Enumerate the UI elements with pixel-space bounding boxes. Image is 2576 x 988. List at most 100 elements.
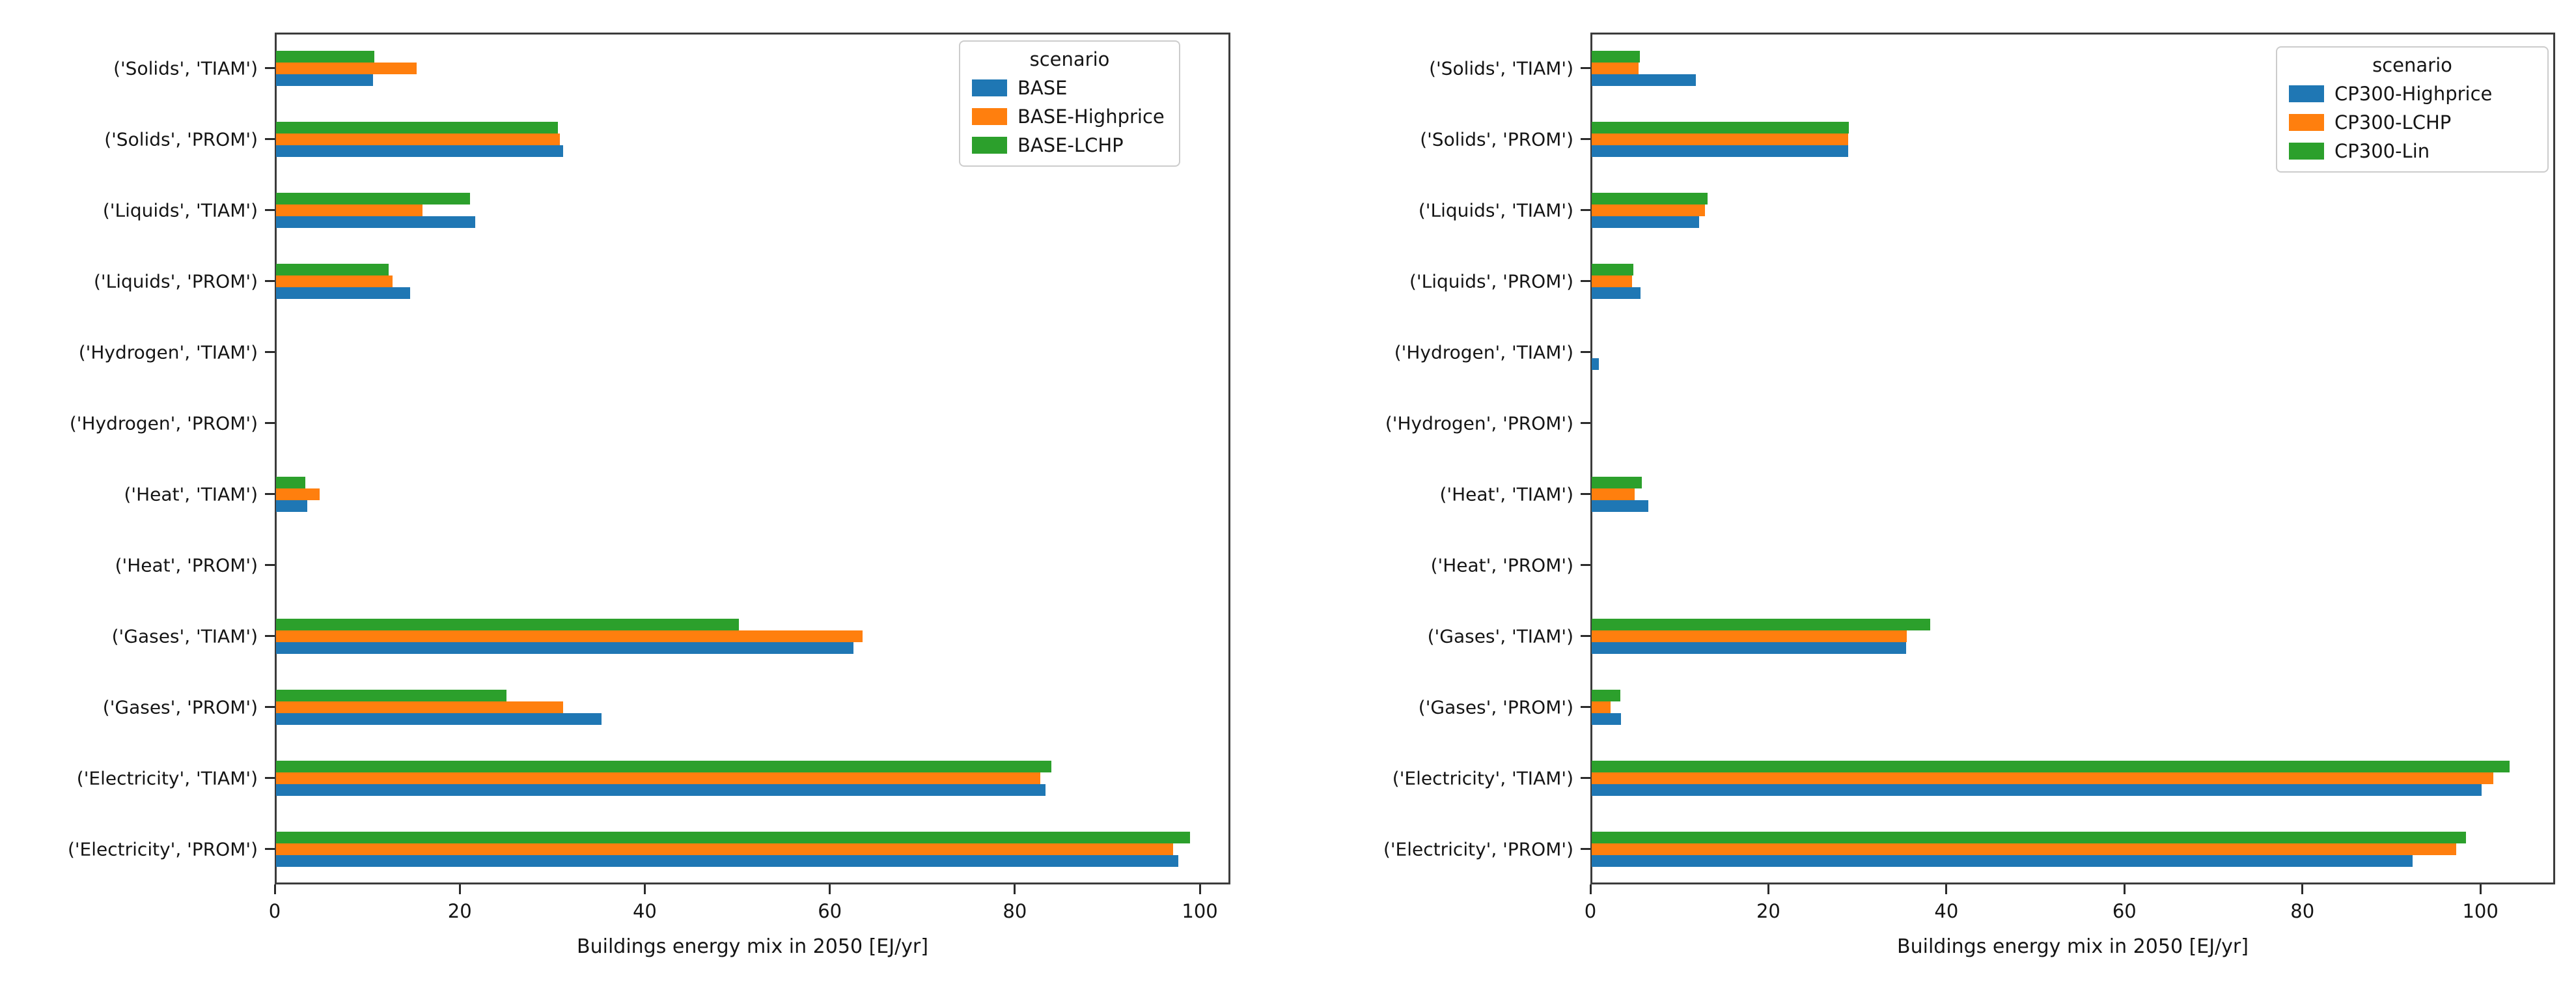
bar-base-6 [276,500,308,512]
y-category-label: ('Liquids', 'PROM') [93,270,258,292]
bar-base-lchp-6 [276,476,306,488]
bar-base-2 [276,216,475,228]
x-axis-title: Buildings energy mix in 2050 [EJ/yr] [577,935,928,958]
legend-entry: CP300-LCHP [2289,111,2536,134]
y-axis-tick [1581,706,1590,708]
y-axis-tick [265,138,275,140]
bar-base-highprice-10 [276,772,1040,784]
bar-base-highprice-11 [276,843,1174,855]
x-axis-tick [458,884,461,894]
bar-cp300-lchp-10 [1592,772,2493,784]
bar-cp300-highprice-3 [1592,287,1641,299]
bar-base-10 [276,783,1046,796]
legend-swatch-icon [2289,114,2324,131]
y-axis-tick [1581,777,1590,779]
y-axis-tick [265,67,275,69]
y-axis-tick [265,635,275,637]
x-axis-tick [1589,884,1592,894]
y-category-label: ('Liquids', 'TIAM') [1418,199,1573,221]
y-category-label: ('Electricity', 'PROM') [1383,838,1573,860]
legend-swatch-icon [972,108,1007,125]
bar-base-0 [276,74,374,86]
bar-cp300-highprice-9 [1592,713,1622,725]
bar-base-highprice-1 [276,133,561,145]
bar-cp300-lin-0 [1592,50,1640,63]
y-axis-tick [1581,351,1590,353]
bar-base-lchp-1 [276,121,559,134]
y-category-label: ('Solids', 'PROM') [1420,128,1573,150]
x-tick-label: 40 [1934,900,1959,922]
y-category-label: ('Solids', 'PROM') [104,128,258,150]
y-axis-tick [265,209,275,211]
bar-cp300-lin-10 [1592,760,2510,772]
legend-title: scenario [2372,54,2452,76]
y-category-label: ('Electricity', 'PROM') [67,838,258,860]
bar-cp300-lchp-1 [1592,133,1848,145]
y-category-label: ('Hydrogen', 'PROM') [69,412,258,434]
y-axis-tick [265,351,275,353]
legend-entry: CP300-Lin [2289,140,2536,162]
bar-cp300-lin-2 [1592,192,1708,205]
bar-cp300-highprice-4 [1592,358,1599,370]
legend-entry-label: CP300-Lin [2334,140,2430,162]
y-category-label: ('Gases', 'TIAM') [1427,625,1573,647]
y-category-label: ('Hydrogen', 'TIAM') [78,341,258,363]
x-tick-label: 20 [1756,900,1780,922]
x-axis-tick [829,884,831,894]
y-category-label: ('Solids', 'TIAM') [113,57,258,79]
legend-box: scenario CP300-Highprice CP300-LCHP CP300-L… [2276,46,2549,173]
legend-entry-label: BASE-LCHP [1018,134,1124,156]
y-axis-tick [1581,209,1590,211]
y-category-label: ('Gases', 'PROM') [102,696,258,718]
bar-cp300-highprice-0 [1592,74,1696,86]
y-axis-tick [1581,422,1590,424]
y-category-label: ('Liquids', 'TIAM') [102,199,258,221]
y-category-label: ('Electricity', 'TIAM') [1392,767,1573,789]
y-category-label: ('Liquids', 'PROM') [1409,270,1573,292]
legend-entry: BASE [972,77,1167,99]
x-tick-label: 20 [447,900,472,922]
y-axis-tick [1581,848,1590,850]
bar-cp300-highprice-8 [1592,642,1906,654]
y-axis-tick [265,777,275,779]
bar-cp300-highprice-6 [1592,500,1649,512]
y-category-label: ('Hydrogen', 'TIAM') [1394,341,1573,363]
bar-base-1 [276,145,563,157]
bar-cp300-lin-11 [1592,831,2466,843]
x-axis-tick [2479,884,2482,894]
x-axis-tick [1945,884,1948,894]
x-axis-title: Buildings energy mix in 2050 [EJ/yr] [1897,935,2249,958]
legend-swatch-icon [2289,143,2324,160]
bar-base-highprice-2 [276,204,422,216]
x-axis-tick [1198,884,1201,894]
legend-swatch-icon [972,79,1007,96]
y-axis-tick [1581,564,1590,566]
plot-area [275,33,1230,884]
x-tick-label: 80 [2290,900,2315,922]
y-axis-tick [265,848,275,850]
legend-entry: BASE-LCHP [972,134,1167,156]
bar-base-8 [276,642,853,654]
bar-base-highprice-6 [276,488,320,500]
bar-base-3 [276,287,411,299]
bar-cp300-lin-8 [1592,618,1930,630]
bar-cp300-highprice-11 [1592,854,2413,867]
bar-base-9 [276,713,602,725]
y-axis-tick [1581,493,1590,495]
y-category-label: ('Heat', 'PROM') [115,554,258,576]
y-category-label: ('Heat', 'TIAM') [124,483,258,505]
legend-entry: CP300-Highprice [2289,83,2536,105]
legend-entry-label: BASE-Highprice [1018,106,1165,128]
y-category-label: ('Hydrogen', 'PROM') [1385,412,1573,434]
bar-cp300-highprice-1 [1592,145,1848,157]
x-tick-label: 80 [1003,900,1027,922]
bar-base-lchp-11 [276,831,1191,843]
y-axis-tick [265,493,275,495]
y-axis-tick [265,280,275,282]
y-category-label: ('Gases', 'PROM') [1418,696,1573,718]
x-tick-label: 0 [268,900,281,922]
x-tick-label: 100 [1182,900,1218,922]
bar-cp300-lchp-8 [1592,630,1907,642]
x-axis-tick [2123,884,2126,894]
